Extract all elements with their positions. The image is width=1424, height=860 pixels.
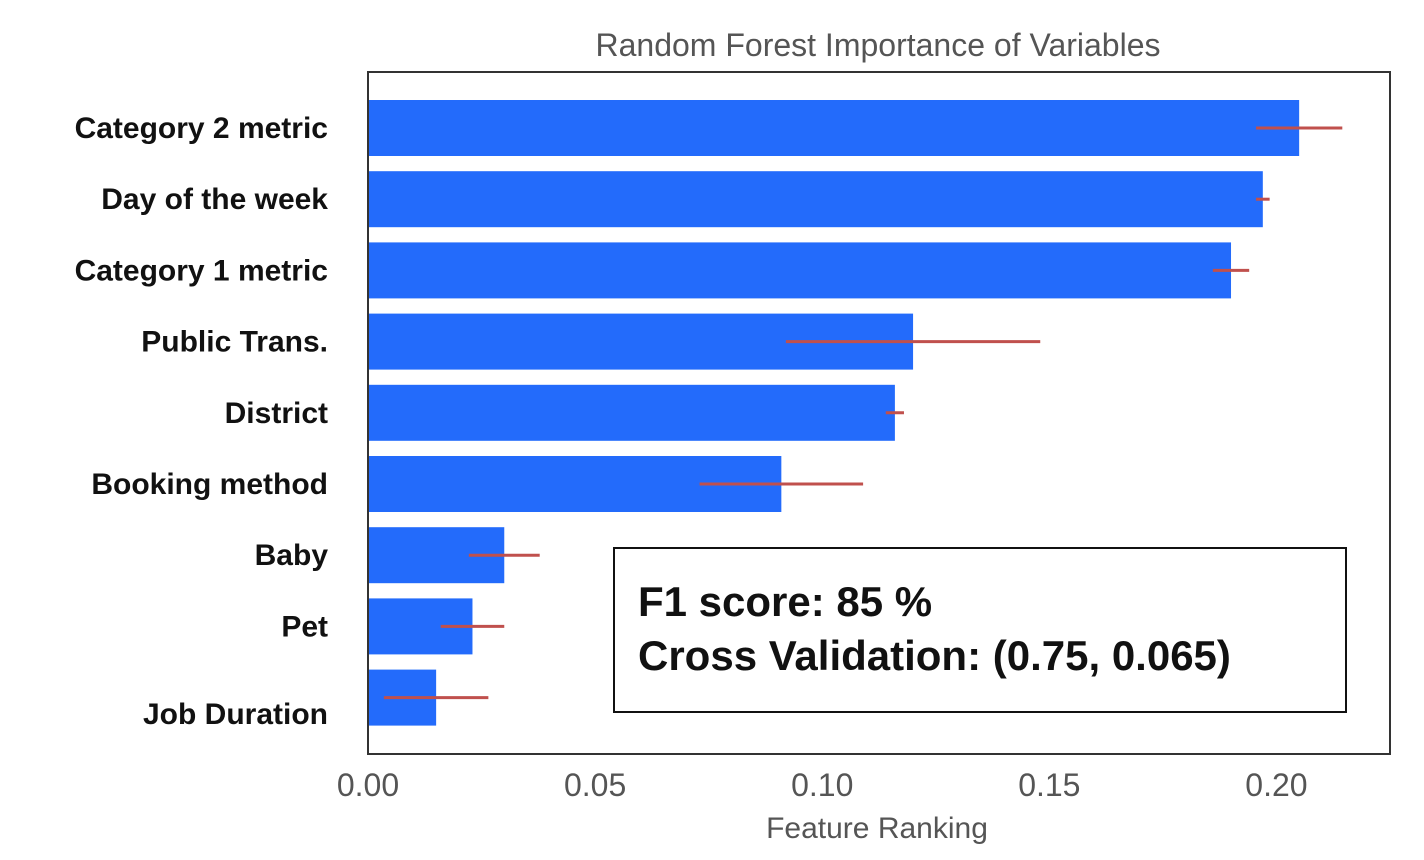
category-label: Job Duration [143, 698, 328, 731]
plot-frame [367, 71, 1391, 755]
bar [368, 242, 1232, 299]
bar [368, 100, 1300, 156]
x-tick-label: 0.00 [337, 767, 399, 803]
x-tick-label: 0.15 [1018, 767, 1080, 803]
x-axis-label: Feature Ranking [766, 812, 988, 845]
bar [368, 384, 895, 441]
category-label: Day of the week [101, 183, 328, 216]
category-label: Public Trans. [141, 326, 328, 359]
f1-score-text: F1 score: 85 % [638, 578, 932, 625]
error-bars-layer [383, 126, 1343, 700]
x-tick-label: 0.20 [1245, 767, 1307, 803]
x-tick-label: 0.10 [791, 767, 853, 803]
cross-validation-text: Cross Validation: (0.75, 0.065) [638, 632, 1231, 679]
chart-title: Random Forest Importance of Variables [596, 27, 1161, 63]
category-label: Category 1 metric [75, 254, 328, 287]
score-annotation-box: F1 score: 85 % Cross Validation: (0.75, … [613, 547, 1347, 713]
bar [368, 171, 1263, 228]
x-axis-ticks: 0.00 0.05 0.10 0.15 0.20 [337, 767, 1308, 803]
category-labels: Category 2 metric Day of the week Category… [75, 112, 329, 731]
annotation-frame [613, 547, 1347, 713]
category-label: District [225, 397, 328, 430]
category-label: Category 2 metric [75, 112, 328, 145]
category-label: Pet [281, 610, 328, 643]
x-tick-label: 0.05 [564, 767, 626, 803]
category-label: Baby [255, 539, 329, 572]
category-label: Booking method [91, 468, 328, 501]
